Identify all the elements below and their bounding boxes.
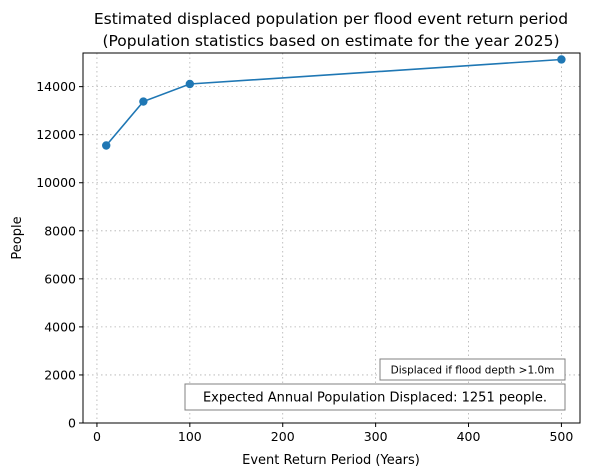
- x-tick-label: 0: [93, 429, 101, 444]
- x-tick-label: 100: [178, 429, 202, 444]
- x-tick-label: 200: [271, 429, 295, 444]
- annotation-flood-depth: Displaced if flood depth >1.0m: [379, 358, 566, 381]
- annotation-flood-depth-box: [379, 358, 566, 381]
- annotation-expected-annual-text: Expected Annual Population Displaced: 12…: [203, 391, 547, 406]
- annotation-flood-depth-text: Displaced if flood depth >1.0m: [391, 365, 555, 377]
- y-tick-label: 2000: [44, 367, 76, 382]
- chart-subtitle: (Population statistics based on estimate…: [102, 32, 559, 50]
- plot-area-frame: [82, 52, 581, 424]
- y-tick-label: 10000: [36, 175, 76, 190]
- y-tick-label: 4000: [44, 319, 76, 334]
- annotation-expected-annual: Expected Annual Population Displaced: 12…: [184, 383, 566, 411]
- data-point: [102, 141, 111, 150]
- y-axis-label: People: [10, 216, 25, 259]
- x-tick-label: 300: [364, 429, 388, 444]
- x-axis-label: Event Return Period (Years): [242, 453, 420, 468]
- chart-title: Estimated displaced population per flood…: [94, 10, 568, 28]
- x-tick-label: 400: [457, 429, 481, 444]
- y-tick-label: 0: [68, 416, 76, 431]
- y-tick-label: 8000: [44, 223, 76, 238]
- data-point: [139, 97, 148, 106]
- series-line: [105, 58, 562, 147]
- axis-ticks: 0 100 200 300 400 500 0 2000 4000 6000 8000 10000 12…: [36, 79, 573, 444]
- x-tick-label: 500: [549, 429, 573, 444]
- y-tick-label: 6000: [44, 271, 76, 286]
- annotation-expected-annual-box: [184, 383, 566, 411]
- y-tick-label: 14000: [36, 79, 76, 94]
- data-point: [557, 55, 566, 64]
- y-tick-label: 12000: [36, 127, 76, 142]
- data-point: [185, 79, 195, 89]
- data-series: [102, 55, 566, 150]
